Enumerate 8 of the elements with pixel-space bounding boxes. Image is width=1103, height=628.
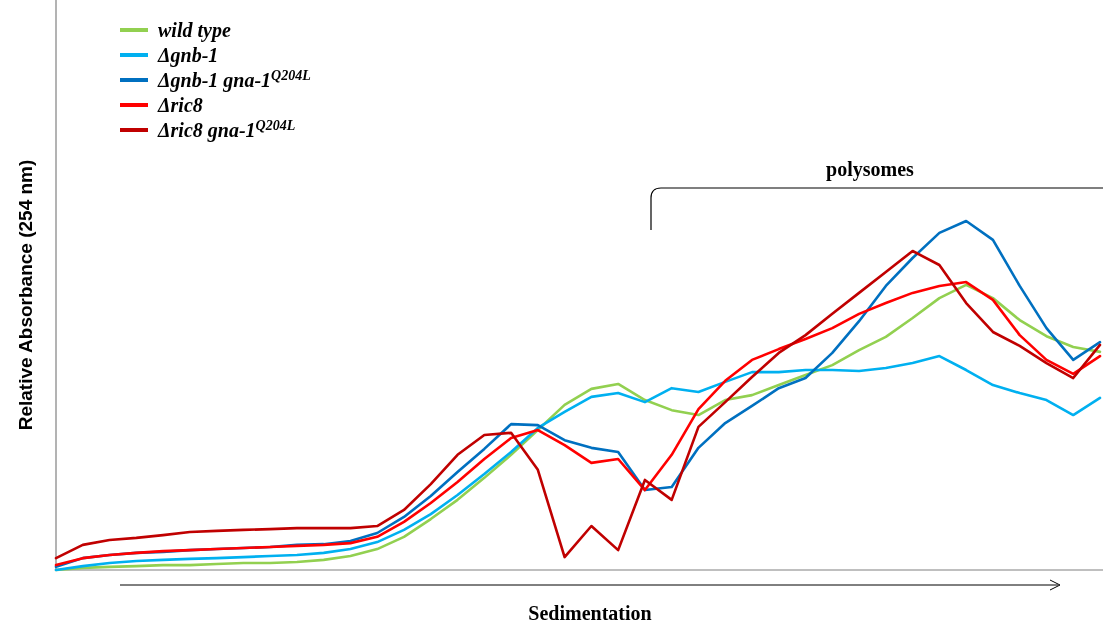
x-axis-title: Sedimentation [528,602,652,624]
text: polysomes [826,158,915,181]
legend-label: Δric8 [157,94,203,116]
legend-label: Δgnb-1 [157,44,219,67]
y-axis-title: Relative Absorbance (254 nm) [15,159,36,431]
legend-label: wild type [158,19,231,42]
legend-label: Δric8 gna-1$^{Q204L}$ [157,117,296,142]
legend-label: Δgnb-1 gna-1$^{Q204L}$ [157,67,311,92]
